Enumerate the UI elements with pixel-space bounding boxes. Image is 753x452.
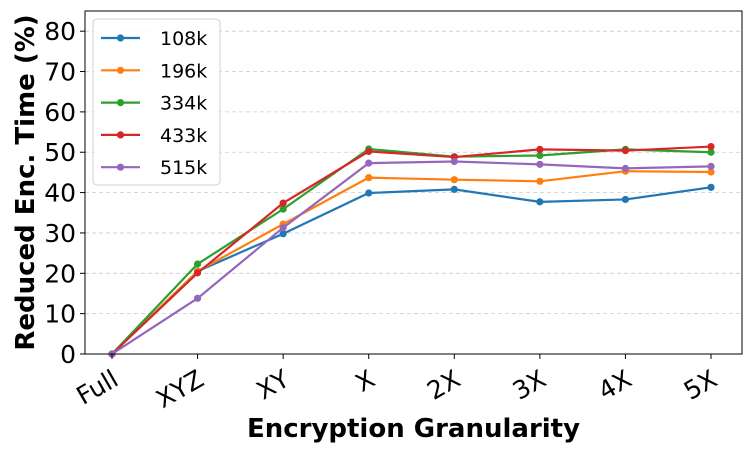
y-tick-label: 20 [44, 259, 76, 288]
legend-label: 515k [160, 157, 207, 179]
y-tick-label: 10 [44, 300, 76, 329]
x-tick-label: 3X [508, 364, 551, 406]
data-point [450, 157, 458, 166]
x-axis: Full XYZ XY X 2X 3X 4X 5X [71, 354, 722, 414]
data-point [707, 162, 715, 170]
data-point [536, 177, 544, 185]
data-point [279, 199, 287, 207]
y-axis-title: Reduced Enc. Time (%) [11, 14, 41, 350]
legend-label: 196k [160, 60, 207, 82]
data-point [621, 195, 630, 204]
legend-marker [116, 131, 125, 139]
data-point [621, 164, 630, 172]
data-point [707, 168, 715, 176]
legend-label: 334k [160, 93, 207, 115]
x-tick-label: 4X [593, 364, 636, 406]
legend-marker [116, 99, 125, 107]
series-line-515k [111, 160, 712, 355]
y-tick-label: 70 [44, 58, 76, 87]
y-tick-label: 60 [44, 98, 76, 127]
x-tick-label: X [350, 364, 379, 398]
data-point [193, 269, 202, 277]
x-tick-label: Full [71, 364, 123, 410]
data-point [707, 148, 715, 156]
data-point [365, 159, 373, 167]
data-point [536, 145, 544, 154]
data-point [365, 189, 373, 197]
data-point [707, 183, 715, 191]
data-point [536, 160, 544, 168]
data-point [279, 205, 287, 213]
data-point [279, 224, 287, 232]
y-axis: 0 10 20 30 40 50 60 70 80 [44, 17, 85, 369]
legend-marker [116, 66, 125, 74]
y-tick-label: 50 [44, 138, 76, 167]
x-tick-label: XY [252, 364, 295, 406]
legend: 108k 196k 334k 433k 515k [92, 18, 221, 186]
data-point [536, 198, 544, 206]
y-tick-label: 80 [44, 17, 76, 46]
data-point [621, 147, 630, 155]
data-point [279, 230, 287, 238]
legend-marker [116, 34, 125, 42]
x-tick-label: 2X [422, 364, 465, 406]
legend-label: 433k [160, 125, 207, 147]
legend-marker [116, 163, 125, 171]
x-axis-title: Encryption Granularity [247, 414, 580, 444]
legend-box [92, 18, 221, 186]
data-point [365, 147, 373, 156]
plot-frame [84, 10, 743, 355]
data-point [193, 260, 202, 268]
y-tick-label: 0 [60, 340, 76, 369]
series-line-108k [111, 186, 712, 355]
series-lines [108, 142, 715, 358]
data-point [193, 294, 202, 302]
data-point [450, 176, 458, 184]
y-tick-label: 40 [44, 179, 76, 208]
data-point [450, 185, 458, 193]
x-tick-label: 5X [679, 364, 722, 406]
legend-label: 108k [160, 28, 207, 50]
data-point [365, 174, 373, 182]
series-line-196k [111, 170, 712, 355]
data-point [707, 142, 715, 151]
series-line-433k [111, 145, 712, 355]
x-tick-label: XYZ [151, 364, 208, 414]
y-tick-label: 30 [44, 219, 76, 248]
data-point [536, 151, 544, 160]
